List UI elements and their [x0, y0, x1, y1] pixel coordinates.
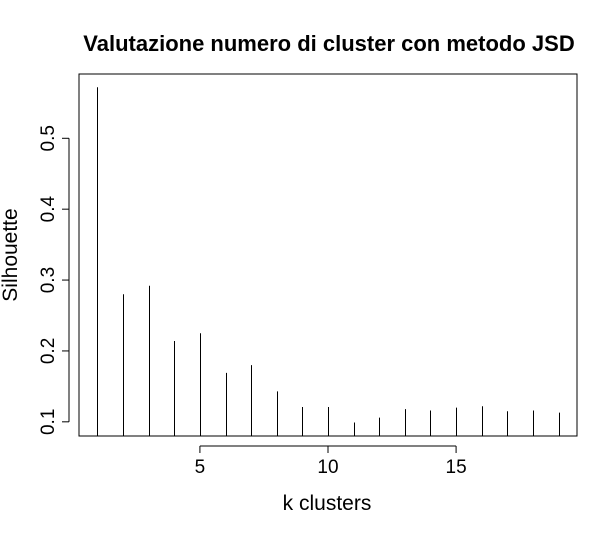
x-tick-label-5: 5	[195, 457, 206, 478]
x-tick-label-10: 10	[317, 457, 338, 478]
y-axis-label: Silhouette	[0, 208, 22, 301]
y-tick-label-0.1: 0.1	[38, 409, 59, 435]
y-tick-label-0.4: 0.4	[38, 196, 59, 223]
x-tick-label-15: 15	[446, 457, 467, 478]
y-tick-label-0.5: 0.5	[38, 125, 59, 151]
x-axis: 5 10 15	[195, 445, 467, 478]
chart-title: Valutazione numero di cluster con metodo…	[83, 31, 574, 56]
y-tick-label-0.3: 0.3	[38, 267, 59, 293]
plot-frame	[78, 73, 578, 437]
y-tick-label-0.2: 0.2	[38, 338, 59, 364]
bars-group	[97, 87, 560, 436]
y-axis: 0.1 0.2 0.3 0.4 0.5	[38, 125, 70, 435]
x-axis-label: k clusters	[283, 492, 372, 515]
